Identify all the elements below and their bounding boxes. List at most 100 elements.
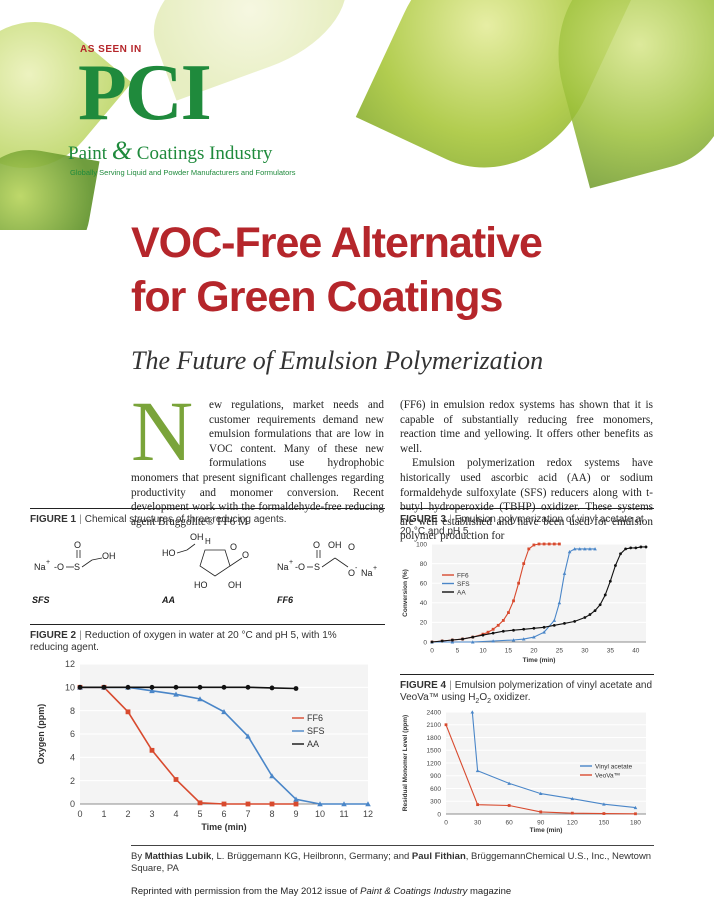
figure3-y-tick-label: 40 bbox=[420, 600, 428, 607]
svg-text:O: O bbox=[242, 550, 249, 560]
figure3-series-aa-line bbox=[431, 546, 646, 643]
pci-logo: PCI Paint & Coatings Industry bbox=[68, 49, 338, 176]
figure4-caption-sub: 2 bbox=[475, 698, 480, 705]
figure4-x-tick-label: 180 bbox=[630, 820, 641, 827]
figure2-y-tick-label: 2 bbox=[70, 776, 75, 786]
svg-text:OH: OH bbox=[228, 580, 242, 590]
pci-logo-letters: PCI bbox=[78, 49, 212, 137]
figure2-x-tick-label: 2 bbox=[125, 809, 130, 819]
figure3-series-ff6-point bbox=[532, 543, 536, 547]
figure2-y-tick-label: 12 bbox=[65, 659, 75, 669]
figure2-y-tick-label: 4 bbox=[70, 752, 75, 762]
figure3-series-ff6-point bbox=[542, 542, 546, 546]
figure4-series-veova-point bbox=[507, 804, 511, 807]
figure3-series-sfs-point bbox=[572, 547, 577, 551]
aa-structure: HO OH H O O HO OH bbox=[162, 532, 249, 590]
figure3-series-aa-point bbox=[491, 631, 495, 635]
figure3-series-aa-point bbox=[588, 613, 592, 616]
figure2-x-tick-label: 0 bbox=[77, 809, 82, 819]
figure4-series-vinyl-acetate-point bbox=[602, 802, 606, 806]
as-seen-in-label: AS SEEN IN bbox=[80, 44, 142, 55]
svg-text:Na: Na bbox=[34, 562, 46, 572]
figure4-series-veova-point bbox=[476, 803, 479, 807]
figure3-y-axis-label: Conversion (%) bbox=[402, 569, 409, 617]
figure4-caption-b: O bbox=[479, 692, 488, 703]
figure1-caption: Chemical structures of three reducing ag… bbox=[84, 514, 287, 525]
figure3-series-sfs-point bbox=[562, 571, 567, 575]
figure3-y-tick-label: 100 bbox=[416, 541, 427, 548]
figure2-legend-label-aa: AA bbox=[307, 739, 319, 749]
figure4-x-tick-label: 0 bbox=[444, 820, 448, 827]
figure2-series-ff6-point bbox=[293, 801, 299, 807]
byline: By Matthias Lubik, L. Brüggemann KG, Hei… bbox=[131, 851, 654, 875]
figure3-series-aa-point bbox=[598, 603, 602, 607]
figure3-series-sfs-point bbox=[557, 601, 562, 605]
figure4-y-tick-label: 300 bbox=[430, 799, 441, 806]
figure3-top-rule bbox=[400, 508, 654, 509]
figure2-x-tick-label: 10 bbox=[315, 809, 325, 819]
figure1-top-rule bbox=[30, 508, 385, 509]
figure3-series-aa-point bbox=[430, 640, 434, 644]
figure2-series-ff6-line bbox=[80, 686, 296, 805]
svg-text:OH: OH bbox=[102, 551, 116, 561]
figure4-legend-label-vinyl-acetate: Vinyl acetate bbox=[595, 763, 632, 770]
figure3-series-ff6-point bbox=[537, 542, 541, 546]
pci-logo-name: Paint & Coatings Industry bbox=[68, 136, 272, 166]
figure3-series-aa-point bbox=[634, 546, 638, 550]
figure2-legend-label-ff6: FF6 bbox=[307, 713, 323, 723]
byline-by: By bbox=[131, 851, 145, 862]
figure2-series-ff6-point bbox=[197, 800, 203, 806]
figure3-x-tick-label: 0 bbox=[430, 648, 434, 655]
figure2-series-sfs-point bbox=[293, 796, 299, 802]
svg-text:S: S bbox=[314, 562, 320, 572]
figure1-name-sfs: SFS bbox=[32, 595, 50, 605]
figure3-y-tick-label: 80 bbox=[420, 561, 428, 568]
figure4-series-veova-point bbox=[602, 812, 606, 815]
pci-logo-name-a: Paint bbox=[68, 143, 108, 164]
svg-text:+: + bbox=[289, 559, 293, 566]
figure3-series-aa-point bbox=[532, 626, 536, 630]
figure4-series-veova-point bbox=[570, 811, 574, 815]
figure4-y-tick-label: 1200 bbox=[427, 760, 442, 767]
figure4-label: FIGURE 4 bbox=[400, 680, 447, 691]
figure3-series-aa-point bbox=[552, 623, 556, 627]
figure2-x-tick-label: 1 bbox=[101, 809, 106, 819]
figure4-series-vinyl-acetate-point bbox=[507, 781, 511, 785]
figure4-series-veova-point bbox=[634, 812, 637, 816]
figure4-series-vinyl-acetate-point bbox=[570, 796, 575, 801]
figure3-legend-label-sfs: SFS bbox=[457, 581, 470, 588]
figure2-series-ff6-point bbox=[269, 801, 275, 807]
figure2-x-tick-label: 7 bbox=[245, 809, 250, 819]
figure2-y-tick-label: 10 bbox=[65, 682, 75, 692]
svg-text:HO: HO bbox=[162, 548, 176, 558]
svg-text:O: O bbox=[74, 540, 81, 550]
byline-rule bbox=[131, 845, 654, 846]
figure3-series-sfs-point bbox=[567, 550, 572, 554]
figure4-chart: 0 300 600 900 1200 1500 1800 2100 2400 0 30 60 90 120… bbox=[402, 709, 646, 834]
figure3-series-ff6-point bbox=[496, 623, 500, 627]
figure2-series-ff6-point bbox=[149, 747, 155, 753]
figure2-x-tick-label: 5 bbox=[197, 809, 202, 819]
figure3-label: FIGURE 3 bbox=[400, 514, 447, 525]
figure3-title: FIGURE 3 | Emulsion polymerization of viny… bbox=[400, 514, 644, 537]
figure4-y-tick-label: 2100 bbox=[427, 722, 442, 729]
figure1-title: FIGURE 1 | Chemical structures of three re… bbox=[30, 514, 287, 525]
figure4-y-tick-label: 1800 bbox=[427, 735, 442, 742]
ff6-structure: Na + -O S O OH O O- Na + bbox=[277, 540, 377, 578]
figure3-y-tick-label: 0 bbox=[423, 639, 427, 646]
figure2-series-aa-point bbox=[101, 684, 107, 690]
figure2-x-axis-label: Time (min) bbox=[201, 822, 246, 832]
body-column-2: (FF6) in emulsion redox systems has show… bbox=[400, 398, 653, 544]
figure3-series-aa-point bbox=[593, 609, 597, 613]
figure4-y-tick-label: 1500 bbox=[427, 748, 442, 755]
figure3-series-aa-point bbox=[619, 552, 622, 556]
figure4-legend-label-veova: VeoVa™ bbox=[595, 772, 620, 779]
figure3-series-ff6-point bbox=[491, 627, 495, 631]
reprint-magazine: Paint & Coatings Industry bbox=[360, 886, 468, 897]
figure3-series-sfs-point bbox=[491, 639, 495, 643]
article-subtitle: The Future of Emulsion Polymerization bbox=[131, 346, 544, 375]
figure2-series-aa-point bbox=[149, 684, 155, 690]
svg-text:HO: HO bbox=[194, 580, 208, 590]
figure3-x-tick-label: 15 bbox=[505, 648, 513, 655]
svg-text:Na: Na bbox=[277, 562, 289, 572]
